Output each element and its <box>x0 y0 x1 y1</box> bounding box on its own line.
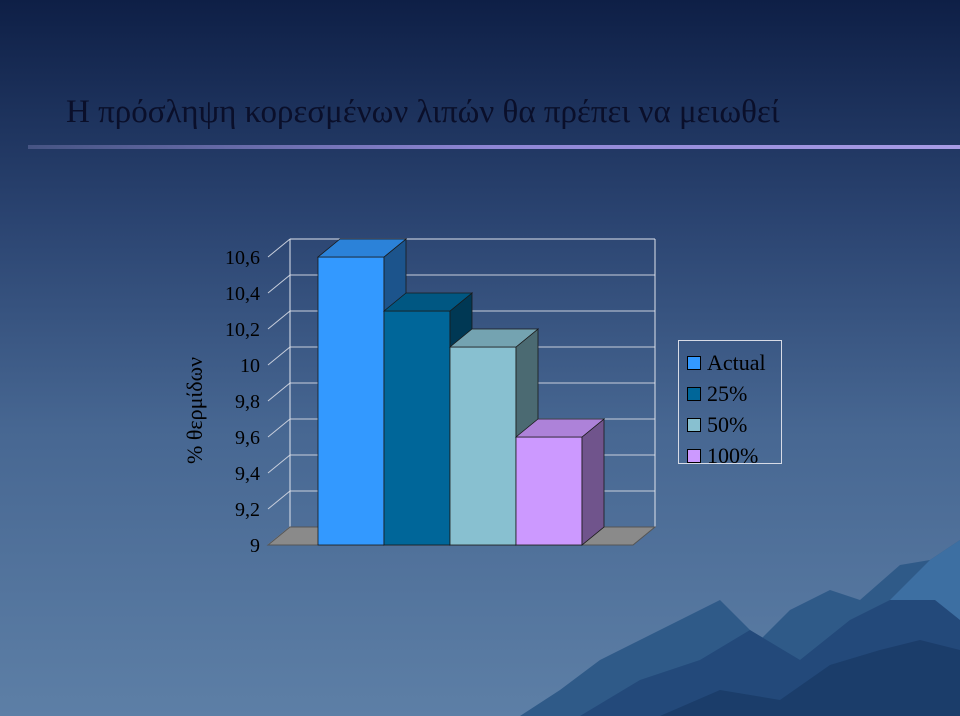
legend-label: 50% <box>707 411 748 437</box>
bar-top <box>316 238 408 258</box>
legend-swatch <box>687 417 701 432</box>
y-tick-label: 9,4 <box>235 463 260 485</box>
legend-item: 25% <box>687 378 781 409</box>
bar-top <box>514 418 606 438</box>
slide-title: Η πρόσληψη κορεσμένων λιπών θα πρέπει να… <box>66 94 780 130</box>
y-tick-label: 9,6 <box>235 427 260 449</box>
legend-item: Actual <box>687 347 781 378</box>
y-tick-label: 10 <box>240 355 260 377</box>
legend-item: 100% <box>687 440 781 471</box>
side-gridline <box>267 382 291 402</box>
bar-front <box>383 310 451 546</box>
legend-swatch <box>687 448 701 463</box>
bar-side <box>581 418 605 546</box>
legend-label: Actual <box>707 349 766 375</box>
bar-top <box>448 328 540 348</box>
side-gridline <box>267 454 291 474</box>
title-divider <box>28 145 960 149</box>
side-gridline <box>267 310 291 330</box>
y-tick-label: 9,2 <box>235 499 260 521</box>
legend-label: 100% <box>707 442 759 468</box>
y-tick-label: 9 <box>250 535 260 557</box>
legend-label: 25% <box>707 380 748 406</box>
side-gridline <box>267 418 291 438</box>
legend-item: 50% <box>687 409 781 440</box>
chart-legend: Actual 25% 50% 100% <box>678 340 782 468</box>
side-gridline <box>267 346 291 366</box>
legend-swatch <box>687 355 701 370</box>
side-gridline <box>267 238 291 258</box>
bar-front <box>449 346 517 546</box>
side-gridline <box>267 274 291 294</box>
legend-swatch <box>687 386 701 401</box>
bar-front <box>515 436 583 546</box>
bar-series <box>316 238 606 546</box>
bar-4 <box>514 418 606 546</box>
y-axis: 9 9,2 9,4 9,6 9,8 10 10,2 10,4 10,6 <box>225 247 260 557</box>
y-axis-label: % θερμίδων <box>182 357 207 464</box>
bar-top <box>382 292 474 312</box>
y-tick-label: 10,4 <box>225 283 260 305</box>
side-gridline <box>267 490 291 510</box>
y-tick-label: 10,6 <box>225 247 260 269</box>
y-tick-label: 9,8 <box>235 391 260 413</box>
bar-front <box>317 256 385 546</box>
y-tick-label: 10,2 <box>225 319 260 341</box>
